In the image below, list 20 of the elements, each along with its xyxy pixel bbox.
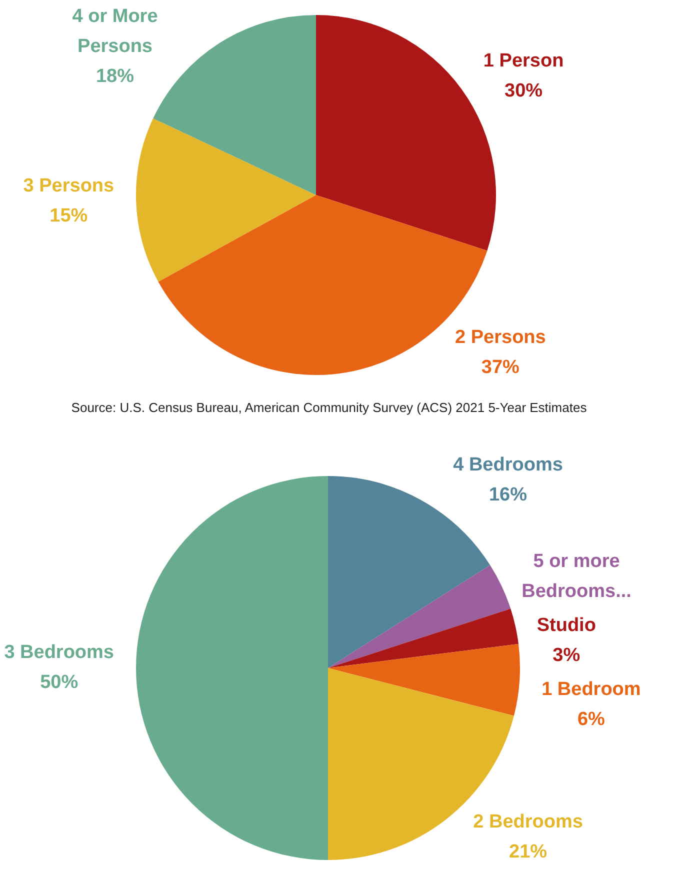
slice-label: 4 Bedrooms <box>453 454 563 476</box>
slice-label: Studio <box>536 615 596 636</box>
slice-label: 1 Person <box>483 50 564 72</box>
source-note: Source: U.S. Census Bureau, American Community Survey (ACS) 2021 5-Year Estimates <box>70 399 588 417</box>
slice-label: 2 Persons <box>455 327 546 348</box>
data-label: 37% <box>481 357 520 378</box>
slice-label: 3 Persons <box>23 176 114 197</box>
data-label: 3% <box>552 645 580 666</box>
slice-label: 4 or More Persons <box>72 6 158 58</box>
slice-label: 1 Bedroom <box>542 679 641 700</box>
slice-label: 3 Bedrooms <box>4 642 114 664</box>
data-label: 15% <box>50 206 88 227</box>
slice-label: 5 or more Bedrooms... <box>522 551 632 602</box>
data-label: 30% <box>504 80 543 102</box>
data-label: 18% <box>96 66 134 88</box>
slice-label: 2 Bedrooms <box>473 811 583 832</box>
data-label: 21% <box>509 841 548 862</box>
data-label: 50% <box>40 672 78 694</box>
data-label: 16% <box>488 484 528 506</box>
data-label: 6% <box>577 709 606 730</box>
